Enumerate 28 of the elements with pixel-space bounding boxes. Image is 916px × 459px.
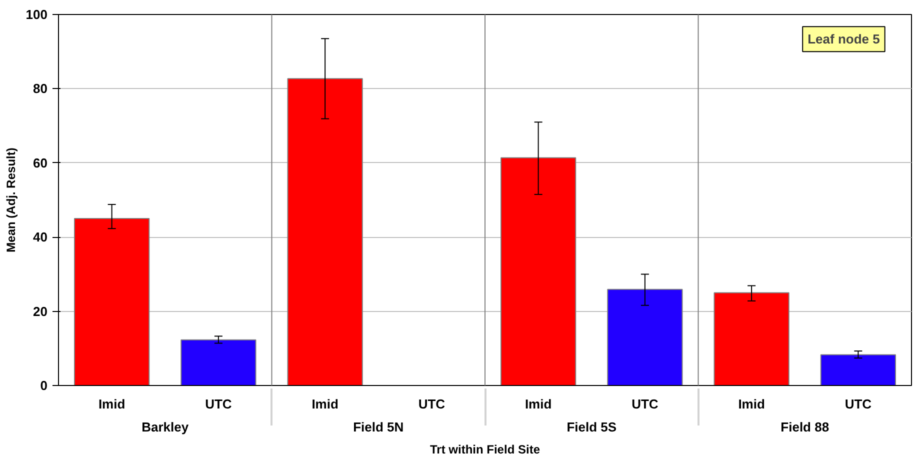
text: UTC [844, 396, 872, 412]
x-axis-title: Trt within Field Site [430, 442, 540, 456]
text: Imid [524, 396, 552, 412]
y-axis-title: Mean (Adj. Result) [4, 148, 18, 252]
text: UTC [418, 396, 446, 412]
x-tick-label: Barkley [142, 420, 190, 434]
y-tick-label: 40 [33, 230, 48, 245]
bar [74, 218, 150, 386]
bar [607, 288, 683, 386]
y-tick-label: 80 [33, 81, 48, 96]
bar [820, 354, 896, 386]
bar [180, 339, 256, 386]
text: Imid [738, 396, 765, 412]
bar [287, 78, 363, 386]
series-label: UTC [205, 396, 232, 412]
bar [714, 292, 790, 386]
x-tick-label: Field 5S [566, 420, 617, 434]
text: UTC [632, 396, 658, 412]
text: Imid [312, 396, 338, 412]
y-tick-label: 100 [26, 7, 48, 22]
x-tick-label: Field 88 [780, 420, 830, 434]
x-tick-label: Field 5N [353, 420, 404, 434]
annotation: Leaf node 5 [808, 32, 880, 47]
bar [500, 157, 576, 386]
y-tick-label: 0 [40, 378, 48, 393]
series-label: Imid [98, 396, 126, 412]
y-tick-label: 60 [33, 155, 48, 170]
y-tick-label: 20 [33, 304, 48, 319]
